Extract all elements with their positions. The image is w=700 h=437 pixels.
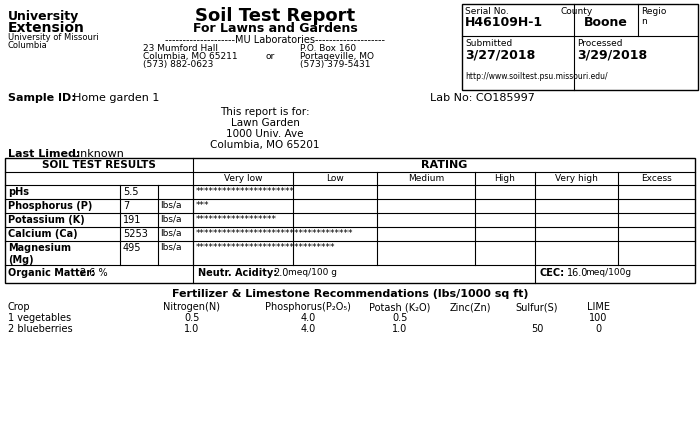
- Text: 5.5: 5.5: [123, 187, 139, 197]
- Text: ******************: ******************: [196, 215, 277, 224]
- Text: (573) 379-5431: (573) 379-5431: [300, 60, 370, 69]
- Text: 4.0: 4.0: [300, 324, 316, 334]
- Text: 2.0: 2.0: [273, 268, 288, 278]
- Text: Last Limed:: Last Limed:: [8, 149, 81, 159]
- Text: Crop: Crop: [8, 302, 31, 312]
- Text: Columbia, MO 65201: Columbia, MO 65201: [210, 140, 320, 150]
- Text: lbs/a: lbs/a: [160, 201, 181, 210]
- Text: ***: ***: [196, 201, 209, 210]
- Text: Neutr. Acidity:: Neutr. Acidity:: [198, 268, 277, 278]
- Text: Magnesium
(Mg): Magnesium (Mg): [8, 243, 71, 264]
- Text: This report is for:: This report is for:: [220, 107, 310, 117]
- Text: (573) 882-0623: (573) 882-0623: [143, 60, 214, 69]
- Text: Low: Low: [326, 174, 344, 183]
- Text: ***********************************: ***********************************: [196, 229, 354, 238]
- Text: 4.0: 4.0: [300, 313, 316, 323]
- Text: 1.0: 1.0: [184, 324, 199, 334]
- Text: 0.5: 0.5: [184, 313, 199, 323]
- Text: **********************: **********************: [196, 187, 295, 196]
- Text: University: University: [8, 10, 79, 23]
- Text: University of Missouri: University of Missouri: [8, 33, 99, 42]
- Text: SOIL TEST RESULTS: SOIL TEST RESULTS: [42, 160, 156, 170]
- Text: meq/100 g: meq/100 g: [288, 268, 337, 277]
- Text: 16.0: 16.0: [567, 268, 589, 278]
- Text: 3/29/2018: 3/29/2018: [577, 49, 647, 62]
- Text: Calcium (Ca): Calcium (Ca): [8, 229, 78, 239]
- Text: Sulfur(S): Sulfur(S): [516, 302, 559, 312]
- Text: P.O. Box 160: P.O. Box 160: [300, 44, 356, 53]
- Text: Extension: Extension: [8, 21, 85, 35]
- Text: http://www.soiltest.psu.missouri.edu/: http://www.soiltest.psu.missouri.edu/: [465, 72, 608, 81]
- Text: Processed: Processed: [577, 39, 622, 48]
- Text: --------------------MU Laboratories--------------------: --------------------MU Laboratories-----…: [165, 35, 385, 45]
- Text: Submitted: Submitted: [465, 39, 512, 48]
- Text: 1.0: 1.0: [393, 324, 407, 334]
- Text: lbs/a: lbs/a: [160, 215, 181, 224]
- Text: *******************************: *******************************: [196, 243, 335, 252]
- Text: 0: 0: [595, 324, 601, 334]
- Text: unknown: unknown: [73, 149, 124, 159]
- Text: Fertilizer & Limestone Recommendations (lbs/1000 sq ft): Fertilizer & Limestone Recommendations (…: [172, 289, 528, 299]
- Text: H46109H-1: H46109H-1: [465, 16, 543, 29]
- Text: 7: 7: [123, 201, 130, 211]
- Text: lbs/a: lbs/a: [160, 229, 181, 238]
- Text: 23 Mumford Hall: 23 Mumford Hall: [143, 44, 218, 53]
- Text: Regio
n: Regio n: [641, 7, 666, 26]
- Text: Portageville, MO: Portageville, MO: [300, 52, 374, 61]
- Text: Organic Matter:: Organic Matter:: [8, 268, 95, 278]
- Text: or: or: [265, 52, 274, 61]
- Text: 1000 Univ. Ave: 1000 Univ. Ave: [226, 129, 304, 139]
- Text: CEC:: CEC:: [540, 268, 565, 278]
- Text: Home garden 1: Home garden 1: [73, 93, 160, 103]
- Text: 5253: 5253: [123, 229, 148, 239]
- Text: Boone: Boone: [584, 16, 628, 29]
- Text: Columbia: Columbia: [8, 41, 48, 50]
- Bar: [462, 4, 698, 90]
- Text: County: County: [561, 7, 593, 16]
- Text: 495: 495: [123, 243, 141, 253]
- Text: 2 blueberries: 2 blueberries: [8, 324, 73, 334]
- Text: Phosphorus (P): Phosphorus (P): [8, 201, 92, 211]
- Text: meq/100g: meq/100g: [585, 268, 631, 277]
- Bar: [5, 158, 695, 283]
- Text: Excess: Excess: [641, 174, 672, 183]
- Text: Nitrogen(N): Nitrogen(N): [164, 302, 220, 312]
- Text: 191: 191: [123, 215, 141, 225]
- Text: Medium: Medium: [408, 174, 444, 183]
- Text: Lawn Garden: Lawn Garden: [230, 118, 300, 128]
- Text: Very low: Very low: [224, 174, 262, 183]
- Text: High: High: [495, 174, 515, 183]
- Text: 1 vegetables: 1 vegetables: [8, 313, 71, 323]
- Text: RATING: RATING: [421, 160, 467, 170]
- Text: Very high: Very high: [555, 174, 598, 183]
- Text: LIME: LIME: [587, 302, 610, 312]
- Text: Phosphorus(P₂O₅): Phosphorus(P₂O₅): [265, 302, 351, 312]
- Text: Potash (K₂O): Potash (K₂O): [370, 302, 430, 312]
- Text: 50: 50: [531, 324, 543, 334]
- Text: Lab No: CO185997: Lab No: CO185997: [430, 93, 535, 103]
- Text: Soil Test Report: Soil Test Report: [195, 7, 355, 25]
- Text: Serial No.: Serial No.: [465, 7, 509, 16]
- Text: Columbia, MO 65211: Columbia, MO 65211: [143, 52, 237, 61]
- Text: For Lawns and Gardens: For Lawns and Gardens: [193, 22, 358, 35]
- Text: 0.5: 0.5: [392, 313, 407, 323]
- Text: 100: 100: [589, 313, 607, 323]
- Text: Zinc(Zn): Zinc(Zn): [449, 302, 491, 312]
- Text: 3/27/2018: 3/27/2018: [465, 49, 536, 62]
- Text: 2.6 %: 2.6 %: [80, 268, 108, 278]
- Text: pHs: pHs: [8, 187, 29, 197]
- Text: Sample ID:: Sample ID:: [8, 93, 76, 103]
- Text: Potassium (K): Potassium (K): [8, 215, 85, 225]
- Text: lbs/a: lbs/a: [160, 243, 181, 252]
